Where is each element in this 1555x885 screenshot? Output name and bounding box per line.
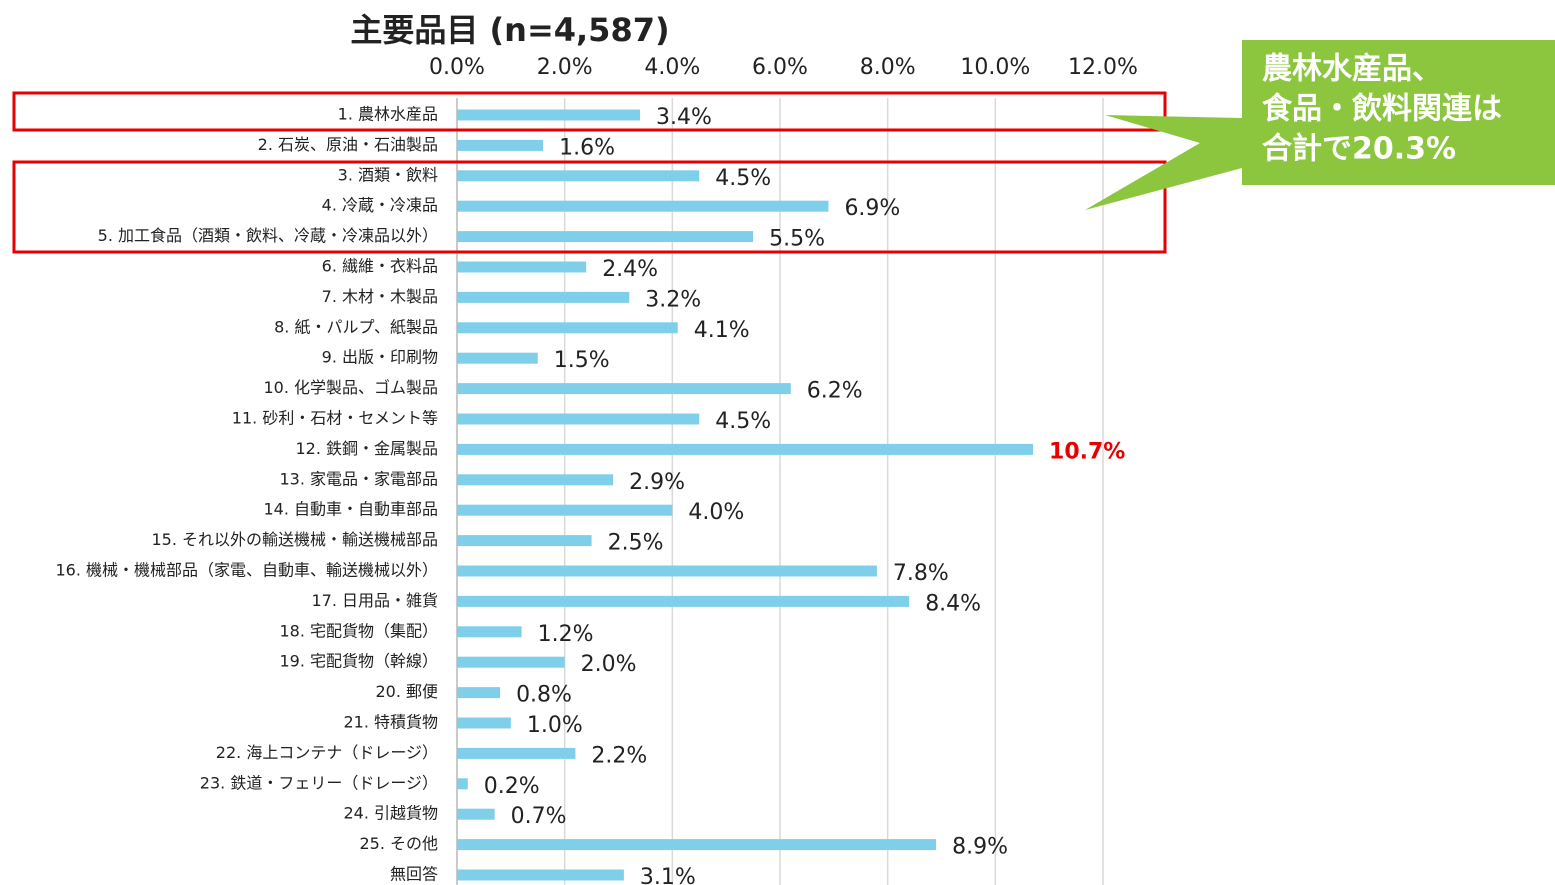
bar bbox=[457, 717, 511, 729]
x-tick-label: 6.0% bbox=[752, 55, 808, 80]
bar bbox=[457, 109, 641, 121]
chart-title: 主要品目 (n=4,587) bbox=[350, 11, 669, 49]
value-label: 0.8% bbox=[516, 683, 572, 708]
annotation: 農林水産品、 bbox=[1262, 52, 1442, 87]
category-label: 9. 出版・印刷物 bbox=[322, 348, 438, 367]
x-tick-label: 10.0% bbox=[960, 55, 1030, 80]
category-label: 14. 自動車・自動車部品 bbox=[263, 500, 438, 519]
value-label: 3.4% bbox=[656, 105, 712, 130]
value-label: 2.4% bbox=[602, 257, 658, 282]
value-label: 1.0% bbox=[527, 713, 583, 738]
value-label: 8.9% bbox=[952, 835, 1008, 860]
bar bbox=[457, 504, 673, 516]
bar bbox=[457, 656, 565, 668]
value-label: 0.7% bbox=[511, 804, 567, 829]
annotation: 合計で20.3% bbox=[1262, 132, 1456, 167]
category-label: 25. その他 bbox=[359, 834, 438, 853]
x-tick-label: 4.0% bbox=[644, 55, 700, 80]
value-label: 2.2% bbox=[591, 743, 647, 768]
value-label: 4.5% bbox=[715, 166, 771, 191]
bar bbox=[457, 808, 495, 820]
category-label: 11. 砂利・石材・セメント等 bbox=[232, 409, 438, 428]
category-label: 22. 海上コンテナ（ドレージ） bbox=[216, 743, 438, 762]
x-tick-label: 8.0% bbox=[860, 55, 916, 80]
bar bbox=[457, 687, 501, 699]
value-label: 4.0% bbox=[688, 500, 744, 525]
value-label: 1.6% bbox=[559, 135, 615, 160]
bar bbox=[457, 261, 587, 273]
value-label: 7.8% bbox=[893, 561, 949, 586]
bar bbox=[457, 352, 538, 364]
bar bbox=[457, 170, 700, 182]
bar bbox=[457, 443, 1034, 455]
bar bbox=[457, 747, 576, 759]
category-label: 17. 日用品・雑貨 bbox=[311, 591, 438, 610]
highlight-box bbox=[12, 91, 1167, 132]
callout-box bbox=[1242, 40, 1555, 185]
bar bbox=[457, 839, 937, 851]
value-label: 2.5% bbox=[608, 531, 664, 556]
highlight-box bbox=[12, 160, 1167, 254]
category-label: 19. 宅配貨物（幹線） bbox=[279, 652, 438, 671]
category-label: 2. 石炭、原油・石油製品 bbox=[258, 135, 438, 154]
bar bbox=[457, 595, 910, 607]
value-label: 2.9% bbox=[629, 470, 685, 495]
category-label: 8. 紙・パルプ、紙製品 bbox=[274, 317, 438, 336]
category-label: 16. 機械・機械部品（家電、自動車、輸送機械以外） bbox=[55, 561, 438, 580]
value-label: 6.9% bbox=[844, 196, 900, 221]
category-label: 23. 鉄道・フェリー（ドレージ） bbox=[200, 773, 438, 792]
category-label: 12. 鉄鋼・金属製品 bbox=[295, 439, 438, 458]
bar bbox=[457, 869, 624, 881]
value-label: 2.0% bbox=[581, 652, 637, 677]
value-label: 4.1% bbox=[694, 318, 750, 343]
category-label: 7. 木材・木製品 bbox=[322, 287, 438, 306]
bar bbox=[457, 474, 614, 486]
value-label: 3.2% bbox=[645, 287, 701, 312]
category-label: 24. 引越貨物 bbox=[343, 804, 438, 823]
category-label: 6. 繊維・衣料品 bbox=[322, 257, 438, 276]
category-label: 18. 宅配貨物（集配） bbox=[279, 621, 438, 640]
value-label: 5.5% bbox=[769, 227, 825, 252]
bar bbox=[457, 322, 678, 334]
value-label: 0.2% bbox=[484, 774, 540, 799]
category-label: 10. 化学製品、ゴム製品 bbox=[263, 378, 438, 397]
bar bbox=[457, 139, 544, 151]
bar bbox=[457, 291, 630, 303]
category-label: 5. 加工食品（酒類・飲料、冷蔵・冷凍品以外） bbox=[98, 226, 438, 245]
x-tick-label: 2.0% bbox=[537, 55, 593, 80]
category-label: 13. 家電品・家電部品 bbox=[279, 469, 438, 488]
bar bbox=[457, 231, 754, 243]
value-label: 4.5% bbox=[715, 409, 771, 434]
category-label: 15. それ以外の輸送機械・輸送機械部品 bbox=[151, 530, 438, 549]
category-label: 無回答 bbox=[390, 865, 438, 884]
category-label: 4. 冷蔵・冷凍品 bbox=[322, 196, 438, 215]
value-label: 10.7% bbox=[1049, 439, 1125, 464]
x-tick-label: 0.0% bbox=[429, 55, 485, 80]
category-label: 3. 酒類・飲料 bbox=[338, 165, 438, 184]
value-label: 3.1% bbox=[640, 865, 696, 885]
value-label: 6.2% bbox=[807, 379, 863, 404]
category-label: 20. 郵便 bbox=[375, 682, 438, 701]
bar bbox=[457, 383, 791, 395]
callout-arrow bbox=[1085, 115, 1242, 210]
category-label: 21. 特積貨物 bbox=[343, 713, 438, 732]
category-label: 1. 農林水産品 bbox=[338, 105, 438, 124]
bar bbox=[457, 200, 829, 212]
bar bbox=[457, 413, 700, 425]
x-tick-label: 12.0% bbox=[1068, 55, 1138, 80]
bar bbox=[457, 626, 522, 638]
value-label: 1.2% bbox=[538, 622, 594, 647]
bar bbox=[457, 565, 877, 577]
bar bbox=[457, 778, 468, 790]
bar bbox=[457, 535, 592, 547]
annotation: 食品・飲料関連は bbox=[1262, 92, 1502, 127]
value-label: 1.5% bbox=[554, 348, 610, 373]
value-label: 8.4% bbox=[925, 591, 981, 616]
